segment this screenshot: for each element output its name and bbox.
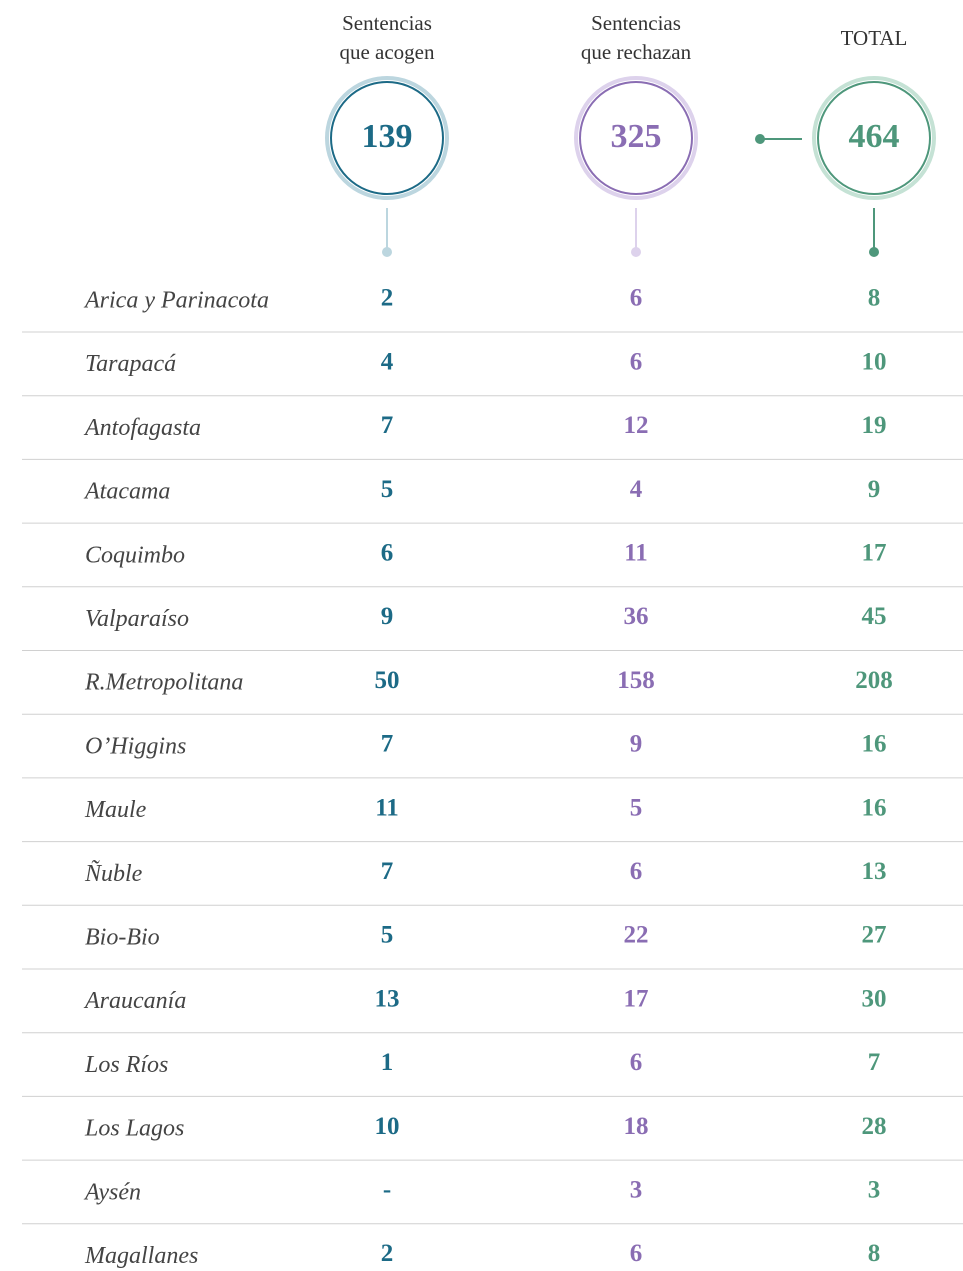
cell-value: 9 (630, 731, 643, 758)
cell-value: 2 (381, 285, 394, 312)
cell-value: 4 (630, 476, 643, 503)
region-name: Ñuble (84, 860, 143, 887)
region-name: Valparaíso (85, 606, 189, 632)
region-name: Tarapacá (85, 351, 176, 377)
cell-value: 6 (630, 348, 643, 375)
cell-value: 8 (868, 1240, 881, 1267)
cell-value: 18 (624, 1113, 649, 1140)
cell-value: 10 (375, 1113, 400, 1140)
cell-value: 17 (862, 540, 887, 567)
cell-value: 2 (381, 1240, 394, 1267)
cell-value: 28 (862, 1113, 887, 1140)
column-header: TOTAL (841, 26, 908, 50)
region-name: Antofagasta (83, 415, 201, 441)
cell-value: 16 (862, 731, 887, 758)
circle-ring (817, 81, 931, 195)
region-name: Arica y Parinacota (83, 288, 269, 314)
column-header: que acogen (339, 40, 435, 64)
column-header: Sentencias (591, 11, 681, 35)
region-name: Los Ríos (84, 1052, 168, 1078)
cell-value: 13 (375, 985, 400, 1012)
cell-value: 9 (868, 476, 881, 503)
cell-value: 50 (375, 667, 400, 694)
region-name: Coquimbo (85, 542, 185, 568)
region-name: Atacama (83, 479, 170, 505)
cell-value: 10 (862, 348, 887, 375)
connector-dot (755, 134, 765, 144)
connector-dot (631, 247, 641, 257)
cell-value: 158 (617, 667, 655, 694)
cell-value: 7 (381, 858, 394, 885)
cell-value: 6 (630, 1049, 643, 1076)
column-total: 325 (611, 118, 662, 155)
column-header: que rechazan (581, 40, 692, 64)
cell-value: 27 (862, 922, 887, 949)
cell-value: 7 (381, 731, 394, 758)
circle-halo (812, 76, 936, 200)
column-header: Sentencias (342, 11, 432, 35)
cell-value: 6 (381, 540, 394, 567)
cell-value: 8 (868, 285, 881, 312)
cell-value: 4 (381, 348, 394, 375)
column-total: 464 (849, 118, 900, 155)
cell-value: 7 (381, 412, 394, 439)
region-name: Bio-Bio (85, 925, 160, 951)
cell-value: 3 (868, 1177, 881, 1204)
region-name: Araucanía (83, 988, 186, 1014)
cell-value: 5 (630, 794, 643, 821)
cell-value: 45 (862, 603, 887, 630)
cell-value: 17 (624, 985, 649, 1012)
cell-value: 16 (862, 794, 887, 821)
cell-value: 36 (624, 603, 649, 630)
column-total: 139 (362, 118, 413, 155)
region-name: Maule (84, 797, 147, 823)
cell-value: 7 (868, 1049, 881, 1076)
circle-ring (579, 81, 693, 195)
cell-value: 12 (624, 412, 649, 439)
cell-value: 9 (381, 603, 394, 630)
cell-value: 208 (855, 667, 893, 694)
region-name: Aysén (83, 1179, 141, 1205)
circle-ring (330, 81, 444, 195)
region-name: O’Higgins (85, 733, 186, 759)
cell-value: 5 (381, 476, 394, 503)
cell-value: 19 (862, 412, 887, 439)
cell-value: 3 (630, 1177, 643, 1204)
cell-value: 6 (630, 858, 643, 885)
cell-value: 11 (375, 794, 399, 821)
connector-dot (382, 247, 392, 257)
connector-dot (869, 247, 879, 257)
circle-halo (325, 76, 449, 200)
cell-value: - (383, 1177, 391, 1204)
cell-value: 1 (381, 1049, 394, 1076)
cell-value: 11 (624, 540, 648, 567)
region-name: Los Lagos (84, 1116, 184, 1142)
cell-value: 22 (624, 922, 649, 949)
cell-value: 6 (630, 1240, 643, 1267)
cell-value: 13 (862, 858, 887, 885)
cell-value: 30 (862, 985, 887, 1012)
region-name: R.Metropolitana (84, 670, 243, 696)
region-name: Magallanes (84, 1243, 198, 1269)
cell-value: 6 (630, 285, 643, 312)
cell-value: 5 (381, 922, 394, 949)
circle-halo (574, 76, 698, 200)
